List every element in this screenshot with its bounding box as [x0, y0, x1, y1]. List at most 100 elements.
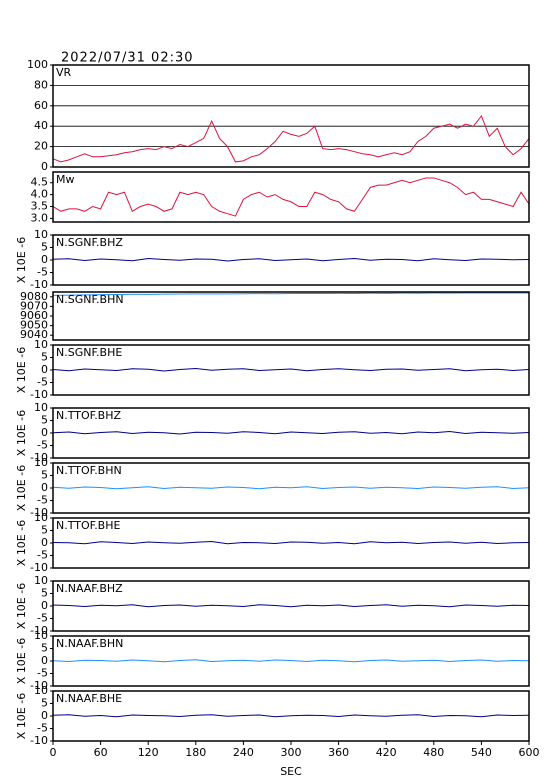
y-tick-label: 5: [41, 414, 48, 427]
y-tick-label: -5: [37, 667, 48, 680]
y-tick-label: 40: [34, 119, 48, 132]
trace: [53, 430, 529, 435]
y-tick-label: 0: [41, 253, 48, 266]
y-tick-label: -10: [30, 388, 48, 401]
y-tick-label: 9040: [20, 328, 48, 341]
y-tick-label: -5: [37, 494, 48, 507]
y-tick-label: 5: [41, 351, 48, 364]
x-tick-label: 540: [471, 746, 492, 759]
y-tick-label: -5: [37, 722, 48, 735]
panel-frame: [52, 171, 530, 223]
x-tick-label: 480: [423, 746, 444, 759]
trace: [53, 367, 529, 372]
y-tick-label: -5: [37, 439, 48, 452]
y-tick-label: 5: [41, 587, 48, 600]
y-tick-label: 20: [34, 140, 48, 153]
panel-label: N.TTOF.BHN: [56, 464, 122, 477]
y-tick-label: -10: [30, 506, 48, 519]
y-tick-label: 9060: [20, 309, 48, 322]
y-tick-label: 0: [41, 481, 48, 494]
y-axis-label: X 10E -6: [15, 638, 28, 684]
y-tick-label: 0: [41, 426, 48, 439]
y-tick-label: -5: [37, 376, 48, 389]
y-axis-label: X 10E -6: [15, 583, 28, 629]
y-tick-label: 100: [27, 58, 48, 71]
y-tick-label: 5: [41, 524, 48, 537]
panel-label: N.NAAF.BHN: [56, 637, 123, 650]
panel-label: N.NAAF.BHZ: [56, 582, 123, 595]
y-tick-label: -10: [30, 624, 48, 637]
panel-label: VR: [56, 66, 72, 79]
y-tick-label: 3.0: [31, 211, 49, 224]
y-tick-label: -5: [37, 612, 48, 625]
panel-frame: [52, 517, 530, 569]
y-tick-label: 10: [34, 456, 48, 469]
y-tick-label: -10: [30, 278, 48, 291]
panel-frame: [52, 234, 530, 286]
panel-frame: [52, 344, 530, 396]
panel-frame: [52, 291, 530, 341]
y-tick-label: 4.0: [31, 188, 49, 201]
y-axis-label: X 10E -6: [15, 465, 28, 511]
trace: [53, 659, 529, 663]
x-tick-label: 420: [376, 746, 397, 759]
y-tick-label: 0: [41, 654, 48, 667]
y-tick-label: -10: [30, 561, 48, 574]
x-tick-label: 240: [233, 746, 254, 759]
y-tick-label: 5: [41, 642, 48, 655]
y-tick-label: 9070: [20, 299, 48, 312]
panel-label: N.SGNF.BHN: [56, 293, 124, 306]
y-tick-label: 0: [41, 536, 48, 549]
y-tick-label: 0: [41, 160, 48, 173]
trace: [53, 604, 529, 608]
y-tick-label: -5: [37, 549, 48, 562]
panel-label: N.TTOF.BHZ: [56, 409, 122, 422]
y-axis-label: X 10E -6: [15, 520, 28, 566]
y-tick-label: -10: [30, 451, 48, 464]
x-tick-label: 180: [185, 746, 206, 759]
y-tick-label: 10: [34, 629, 48, 642]
panel-frame: [52, 462, 530, 514]
x-tick-label: 60: [94, 746, 108, 759]
x-tick-label: 600: [519, 746, 540, 759]
y-tick-label: -10: [30, 734, 48, 747]
y-tick-label: 9080: [20, 290, 48, 303]
x-axis-label: SEC: [280, 765, 302, 778]
chart-title: 2022/07/31 02:30: [61, 51, 194, 66]
trace: [53, 114, 529, 163]
x-tick-label: 0: [50, 746, 57, 759]
y-tick-label: 0: [41, 709, 48, 722]
y-tick-label: 10: [34, 574, 48, 587]
y-tick-label: -5: [37, 266, 48, 279]
y-axis-label: X 10E -6: [15, 237, 28, 283]
panel-label: N.SGNF.BHE: [56, 346, 122, 359]
panel-label: N.NAAF.BHE: [56, 692, 122, 705]
panel-frame: [52, 64, 530, 168]
y-tick-label: 10: [34, 511, 48, 524]
y-tick-label: 10: [34, 684, 48, 697]
trace: [53, 177, 529, 217]
y-tick-label: 3.5: [31, 200, 49, 213]
panel-label: N.TTOF.BHE: [56, 519, 121, 532]
panel-frame: [52, 407, 530, 459]
y-axis-label: X 10E -6: [15, 693, 28, 739]
x-tick-label: 120: [138, 746, 159, 759]
y-tick-label: 5: [41, 241, 48, 254]
trace: [53, 257, 529, 262]
trace: [53, 292, 529, 296]
y-tick-label: 10: [34, 401, 48, 414]
y-tick-label: 0: [41, 363, 48, 376]
y-tick-label: 4.5: [31, 176, 49, 189]
panel-label: Mw: [56, 173, 75, 186]
panel-frame: [52, 635, 530, 687]
trace: [53, 486, 529, 490]
y-tick-label: 5: [41, 697, 48, 710]
trace: [53, 714, 529, 718]
x-tick-label: 360: [328, 746, 349, 759]
trace: [53, 540, 529, 545]
y-tick-label: 80: [34, 78, 48, 91]
y-tick-label: 0: [41, 599, 48, 612]
panel-label: N.SGNF.BHZ: [56, 236, 123, 249]
y-tick-label: 9050: [20, 319, 48, 332]
